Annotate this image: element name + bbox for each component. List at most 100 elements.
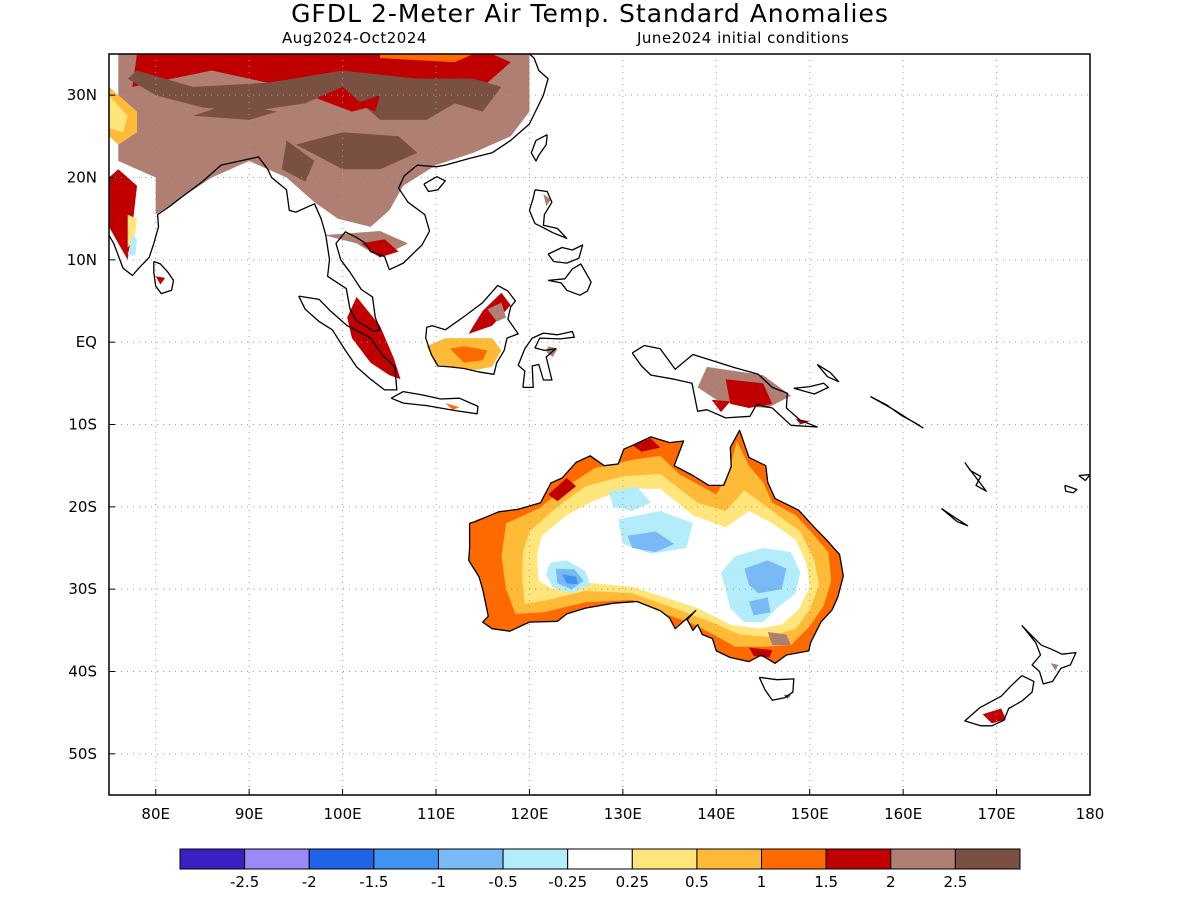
legend-swatch	[696, 848, 763, 870]
axis-ticks: 80E 90E 100E 110E 120E 130E 140E 150E 160E 170E 18…	[67, 86, 1105, 823]
anomaly-region	[627, 531, 675, 553]
lon-tick-label: 100E	[324, 805, 362, 823]
anomaly-region	[193, 103, 278, 120]
anomaly-region	[749, 597, 771, 616]
legend-label: 1	[757, 873, 767, 891]
lat-tick-label: 40S	[68, 663, 97, 681]
coastline	[423, 176, 446, 193]
anomaly-region	[725, 379, 773, 408]
chart-title: GFDL 2-Meter Air Temp. Standard Anomalie…	[291, 0, 889, 28]
coastline	[298, 295, 398, 391]
initial-conditions: June2024 initial conditions	[637, 29, 850, 47]
anomaly-region	[468, 292, 511, 334]
coastline	[528, 189, 568, 240]
lon-tick-label: 80E	[141, 805, 170, 823]
lon-tick-label: 180	[1076, 805, 1105, 823]
legend-label: -0.25	[548, 873, 587, 891]
color-legend: -2.5 -2 -1.5 -1 -0.5 -0.25 0.25 0.5 1 1.5 2 2.5	[179, 848, 1021, 891]
coastline	[153, 260, 175, 295]
coastline	[390, 390, 479, 415]
lat-tick-label: EQ	[76, 333, 97, 351]
lat-tick-label: 50S	[68, 745, 97, 763]
legend-label: 1.5	[814, 873, 838, 891]
coastline	[1078, 474, 1090, 482]
coastline	[870, 395, 924, 429]
anomaly-region	[1050, 663, 1059, 671]
anomaly-region	[109, 95, 128, 133]
legend-swatch	[308, 848, 375, 870]
anomaly-region	[281, 140, 315, 182]
lat-tick-label: 10S	[68, 416, 97, 434]
lat-tick-label: 30S	[68, 580, 97, 598]
anomaly-region	[127, 214, 137, 248]
legend-label: 2.5	[943, 873, 967, 891]
coastline	[816, 363, 840, 383]
coastline	[940, 507, 969, 527]
anomaly-region	[295, 132, 418, 170]
legend-label: 2	[886, 873, 896, 891]
anomaly-region	[347, 296, 401, 380]
lon-tick-label: 160E	[884, 805, 922, 823]
coastline	[547, 263, 592, 296]
anomaly-region	[562, 574, 578, 585]
coastline	[547, 244, 584, 264]
coastline-layer	[109, 54, 1090, 727]
lon-tick-label: 170E	[978, 805, 1016, 823]
anomaly-region	[445, 403, 460, 410]
coastline	[793, 382, 830, 395]
legend-swatch	[890, 848, 956, 870]
legend-swatch	[502, 848, 569, 870]
legend-label: -2	[302, 873, 317, 891]
coastline	[964, 675, 1035, 727]
lon-tick-label: 110E	[417, 805, 455, 823]
anomaly-region	[450, 346, 488, 363]
legend-label: -2.5	[230, 873, 259, 891]
coastline	[758, 676, 795, 701]
forecast-period: Aug2024-Oct2024	[282, 29, 427, 47]
legend-swatch	[437, 848, 504, 870]
coastline	[468, 429, 844, 664]
legend-swatch	[179, 848, 246, 870]
coastline	[425, 284, 519, 375]
lat-tick-label: 10N	[67, 251, 97, 269]
legend-swatch	[631, 848, 698, 870]
legend-swatch	[825, 848, 892, 870]
anomaly-region	[548, 478, 577, 502]
anomaly-region	[379, 54, 474, 63]
coastline	[964, 462, 987, 492]
lon-tick-label: 140E	[697, 805, 735, 823]
coastline	[109, 54, 549, 333]
legend-label: 0.25	[616, 873, 649, 891]
anomaly-region	[744, 560, 787, 594]
coastline	[1021, 624, 1077, 685]
lon-tick-label: 90E	[235, 805, 264, 823]
anomaly-region	[982, 708, 1006, 724]
anomaly-region	[361, 239, 399, 258]
coastline	[530, 134, 548, 162]
anomaly-region	[543, 194, 551, 207]
lat-tick-label: 20N	[67, 169, 97, 187]
lat-tick-label: 20S	[68, 498, 97, 516]
lon-tick-label: 150E	[791, 805, 829, 823]
legend-label: -1	[431, 873, 446, 891]
legend-swatch	[244, 848, 310, 870]
anomaly-region	[356, 95, 380, 112]
legend-swatch	[373, 848, 439, 870]
anomaly-region	[155, 276, 166, 285]
coastline	[1064, 484, 1078, 494]
legend-label: 0.5	[685, 873, 709, 891]
anomaly-region	[127, 235, 137, 256]
anomaly-region	[632, 438, 661, 452]
lon-tick-label: 130E	[604, 805, 642, 823]
anomaly-region	[608, 486, 651, 511]
legend-label: -1.5	[359, 873, 388, 891]
coastline	[631, 344, 818, 428]
legend-swatch	[761, 848, 827, 870]
lon-tick-label: 120E	[510, 805, 548, 823]
legend-swatch	[567, 848, 633, 870]
anomaly-region	[487, 302, 507, 322]
legend-swatch	[954, 848, 1021, 870]
anomaly-region	[767, 632, 791, 646]
coastline	[517, 330, 575, 389]
